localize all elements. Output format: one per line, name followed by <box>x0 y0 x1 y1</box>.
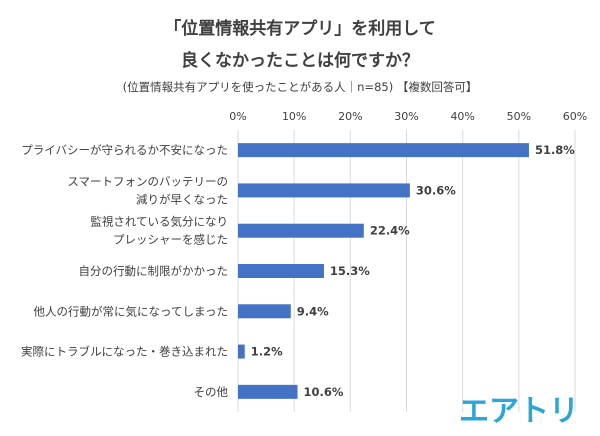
data-label: 10.6% <box>304 385 344 399</box>
logo-text: エアトリ <box>460 394 578 426</box>
data-label: 9.4% <box>297 304 329 318</box>
category-label: 他人の行動が常に気になってしまった <box>34 304 228 318</box>
category-label: プレッシャーを感じた <box>113 233 228 247</box>
category-label: スマートフォンのバッテリーの <box>67 174 228 188</box>
bar <box>238 223 364 238</box>
bar <box>238 384 298 399</box>
x-tick-label: 10% <box>282 110 306 123</box>
x-tick-label: 40% <box>450 110 474 123</box>
x-tick-label: 30% <box>394 110 418 123</box>
bar <box>238 344 245 359</box>
x-tick-label: 20% <box>338 110 362 123</box>
x-tick-label: 60% <box>563 110 587 123</box>
chart-title-line2: 良くなかったことは何ですか？ <box>181 51 419 71</box>
data-label: 30.6% <box>416 183 456 197</box>
bar <box>238 264 324 278</box>
bar <box>238 183 410 198</box>
x-tick-label: 0% <box>229 110 246 123</box>
chart-title-line1: 「位置情報共有アプリ」を利用して <box>164 19 436 39</box>
bar <box>238 143 529 158</box>
category-label: 監視されている気分になり <box>90 215 228 229</box>
category-label: 実際にトラブルになった・巻き込まれた <box>21 345 228 359</box>
bar <box>238 304 291 319</box>
x-tick-label: 50% <box>507 110 531 123</box>
category-label: 自分の行動に制限がかかった <box>79 264 229 278</box>
airtrip-logo: エアトリ <box>460 394 578 426</box>
category-label: プライバシーが守られるか不安になった <box>21 143 228 157</box>
data-label: 22.4% <box>370 224 410 238</box>
data-label: 1.2% <box>251 345 283 359</box>
data-label: 51.8% <box>535 143 575 157</box>
chart-subtitle: (位置情報共有アプリを使ったことがある人｜n=85) 【複数回答可】 <box>122 80 478 94</box>
data-label: 15.3% <box>330 264 370 278</box>
category-label: その他 <box>194 385 229 399</box>
category-label: 減りが早くなった <box>136 192 228 206</box>
